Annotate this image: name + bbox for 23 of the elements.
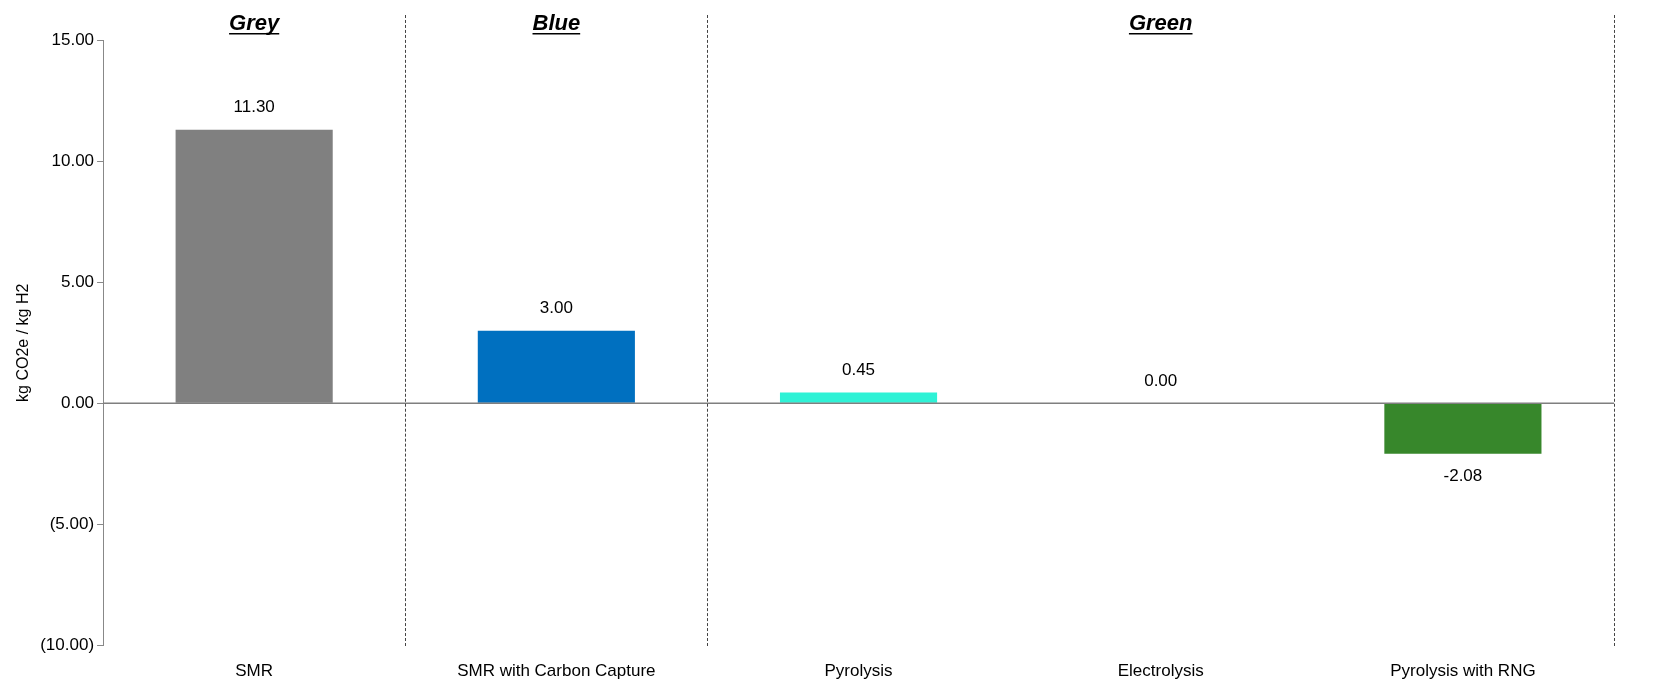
data-label: -2.08 — [1443, 465, 1483, 485]
text: Grey — [229, 10, 281, 35]
text: Blue — [532, 10, 581, 35]
y-tick-label: 15.00 — [51, 29, 95, 49]
x-tick-label: Pyrolysis with RNG — [1390, 661, 1536, 681]
y-tick-label: (5.00) — [49, 514, 95, 534]
y-tick-label: (10.00) — [40, 635, 95, 655]
data-label: 0.00 — [1144, 370, 1178, 390]
bar — [779, 392, 938, 403]
x-tick-label: Electrolysis — [1117, 661, 1204, 681]
x-tick-label: Pyrolysis — [824, 661, 893, 681]
bar — [477, 330, 635, 403]
text: Green — [1128, 10, 1193, 35]
data-label: 3.00 — [539, 297, 573, 317]
y-tick-label: 5.00 — [60, 271, 95, 291]
y-axis-title: kg CO2e / kg H2 — [14, 283, 32, 402]
y-tick-label: 10.00 — [51, 150, 95, 170]
data-label: 0.45 — [841, 359, 876, 379]
x-tick-label: SMR — [235, 661, 274, 681]
y-tick-label: 0.00 — [60, 393, 95, 413]
x-tick-label: SMR with Carbon Capture — [457, 661, 656, 681]
data-label: 11.30 — [233, 96, 275, 116]
bar — [1384, 403, 1542, 454]
